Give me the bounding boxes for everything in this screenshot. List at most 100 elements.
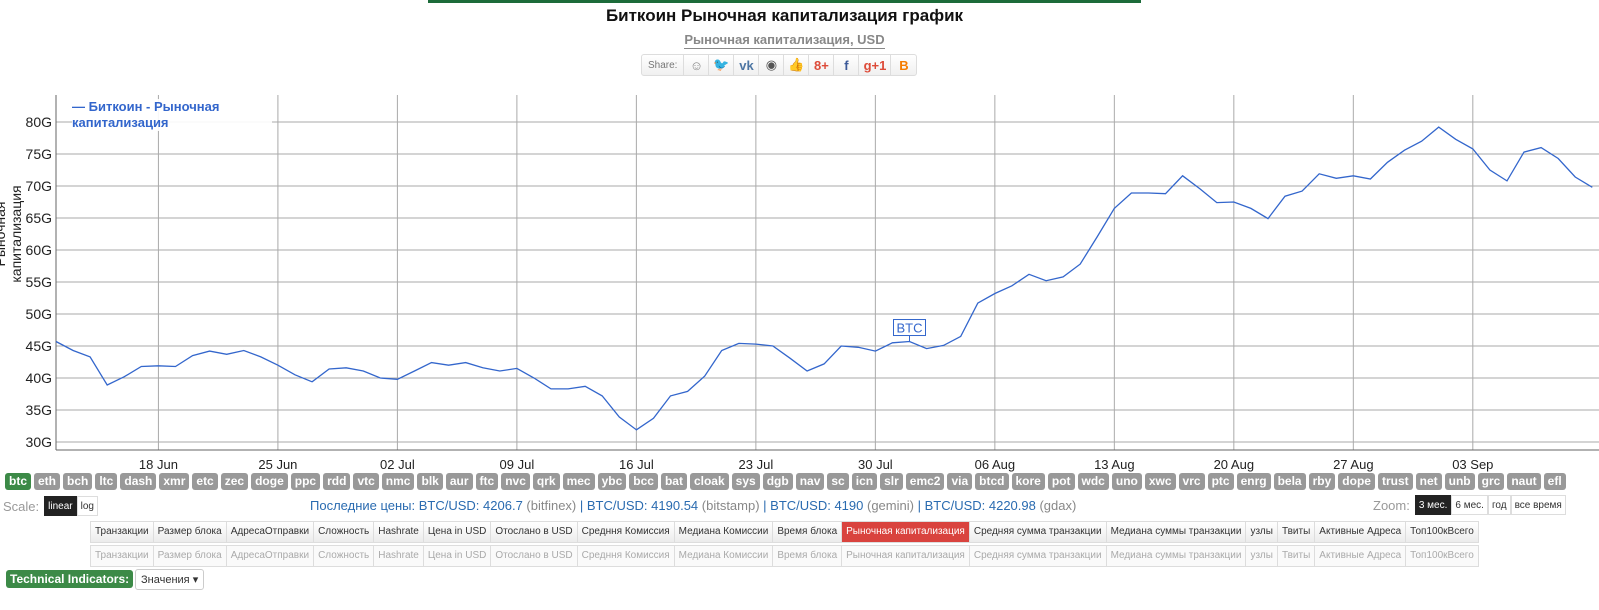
metric-tab[interactable]: Транзакции <box>91 546 154 566</box>
coin-uno[interactable]: uno <box>1111 473 1142 490</box>
series-line[interactable] <box>55 126 1593 431</box>
coin-bch[interactable]: bch <box>63 473 93 490</box>
metric-tab[interactable]: Сложность <box>314 546 375 566</box>
zoom-all-button[interactable]: все время <box>1510 495 1566 515</box>
coin-eth[interactable]: eth <box>34 473 60 490</box>
metric-tab[interactable]: Топ100кВсего <box>1406 522 1478 542</box>
scale-log-button[interactable]: log <box>76 496 98 516</box>
coin-btc[interactable]: btc <box>5 473 31 490</box>
coin-aur[interactable]: aur <box>445 473 473 490</box>
metric-tab[interactable]: Сложность <box>314 522 375 542</box>
metric-tab[interactable]: узлы <box>1246 546 1278 566</box>
metric-tab[interactable]: Отослано в USD <box>491 546 578 566</box>
coin-kore[interactable]: kore <box>1011 473 1045 490</box>
coin-vrc[interactable]: vrc <box>1178 473 1205 490</box>
coin-ptc[interactable]: ptc <box>1207 473 1234 490</box>
zoom-year-button[interactable]: год <box>1487 495 1511 515</box>
like-icon[interactable]: 👍 <box>784 55 810 75</box>
coin-doge[interactable]: doge <box>251 473 288 490</box>
metric-tab[interactable]: Средняя сумма транзакции <box>969 546 1107 566</box>
coin-nvc[interactable]: nvc <box>501 473 530 490</box>
vk-icon[interactable]: vk <box>734 55 760 75</box>
metric-tab[interactable]: Медиана Комиссии <box>674 522 774 542</box>
metric-tab[interactable]: Средняя сумма транзакции <box>969 522 1107 542</box>
coin-grc[interactable]: grc <box>1477 473 1505 490</box>
coin-mec[interactable]: mec <box>562 473 595 490</box>
coin-slr[interactable]: slr <box>880 473 903 490</box>
metric-tab[interactable]: Рыночная капитализация <box>842 522 970 542</box>
metric-tab[interactable]: Размер блока <box>153 522 227 542</box>
legend-item-bitcoin-market-cap[interactable]: — Биткоин - Рыночная капитализация <box>72 99 272 131</box>
metric-tab[interactable]: Средння Комиссия <box>577 546 675 566</box>
metric-tab[interactable]: Рыночная капитализация <box>842 546 970 566</box>
coin-unb[interactable]: unb <box>1444 473 1475 490</box>
reddit-icon[interactable]: ☺ <box>684 55 710 75</box>
metric-tab[interactable]: Время блока <box>773 546 843 566</box>
coin-zec[interactable]: zec <box>220 473 249 490</box>
coin-vtc[interactable]: vtc <box>353 473 379 490</box>
metric-tab[interactable]: Топ100кВсего <box>1406 546 1478 566</box>
coin-rdd[interactable]: rdd <box>323 473 351 490</box>
coin-wdc[interactable]: wdc <box>1077 473 1109 490</box>
metric-tab[interactable]: Цена in USD <box>423 522 492 542</box>
metric-tab[interactable]: Медиана суммы транзакции <box>1106 522 1247 542</box>
coin-ftc[interactable]: ftc <box>475 473 499 490</box>
coin-pot[interactable]: pot <box>1047 473 1075 490</box>
coin-net[interactable]: net <box>1415 473 1442 490</box>
coin-blk[interactable]: blk <box>417 473 443 490</box>
coin-dgb[interactable]: dgb <box>762 473 793 490</box>
blogger-icon[interactable]: B <box>899 57 909 73</box>
coin-nav[interactable]: nav <box>795 473 825 490</box>
coin-ybc[interactable]: ybc <box>597 473 627 490</box>
coin-dash[interactable]: dash <box>120 473 157 490</box>
metric-tab[interactable]: Отослано в USD <box>491 522 578 542</box>
coin-ltc[interactable]: ltc <box>95 473 118 490</box>
metric-tab[interactable]: Транзакции <box>91 522 154 542</box>
metric-tab[interactable]: Размер блока <box>153 546 227 566</box>
coin-bat[interactable]: bat <box>660 473 687 490</box>
coin-nmc[interactable]: nmc <box>381 473 415 490</box>
btc-flag[interactable] <box>893 319 926 337</box>
scale-linear-button[interactable]: linear <box>44 496 77 516</box>
weibo-icon[interactable]: ◉ <box>759 55 785 75</box>
coin-emc2[interactable]: emc2 <box>905 473 945 490</box>
coin-etc[interactable]: etc <box>192 473 218 490</box>
metric-tab[interactable]: Активные Адреса <box>1315 522 1407 542</box>
market-cap-line-chart[interactable]: 30G 35G 40G 45G 50G 55G 60G 65G 70G 75G 80G 18 Jun 2… <box>0 90 1599 475</box>
metric-tab[interactable]: АдресаОтправки <box>226 522 315 542</box>
coin-naut[interactable]: naut <box>1507 473 1541 490</box>
indicator-select[interactable]: Значения ▾ <box>135 569 205 590</box>
google-plus-icon[interactable]: 8+ <box>809 55 835 75</box>
coin-qrk[interactable]: qrk <box>532 473 560 490</box>
coin-xwc[interactable]: xwc <box>1144 473 1176 490</box>
chart-subtitle-link[interactable]: Рыночная капитализация, USD <box>684 32 885 49</box>
metric-tab[interactable]: узлы <box>1246 522 1278 542</box>
metric-tab[interactable]: Медиана суммы транзакции <box>1106 546 1247 566</box>
zoom-6m-button[interactable]: 6 мес. <box>1451 495 1488 515</box>
coin-enrg[interactable]: enrg <box>1236 473 1271 490</box>
metric-tab[interactable]: Hashrate <box>374 522 424 542</box>
google-plus-one-icon[interactable]: g+1 <box>859 55 892 75</box>
coin-xmr[interactable]: xmr <box>159 473 190 490</box>
coin-sc[interactable]: sc <box>827 473 849 490</box>
coin-trust[interactable]: trust <box>1377 473 1413 490</box>
coin-icn[interactable]: icn <box>851 473 878 490</box>
coin-sys[interactable]: sys <box>731 473 760 490</box>
coin-dope[interactable]: dope <box>1338 473 1375 490</box>
coin-ppc[interactable]: ppc <box>290 473 321 490</box>
metric-tab[interactable]: Твиты <box>1277 546 1316 566</box>
coin-via[interactable]: via <box>947 473 973 490</box>
facebook-icon[interactable]: f <box>834 55 860 75</box>
metric-tab[interactable]: Активные Адреса <box>1315 546 1407 566</box>
coin-efl[interactable]: efl <box>1543 473 1566 490</box>
metric-tab[interactable]: Hashrate <box>374 546 424 566</box>
coin-btcd[interactable]: btcd <box>975 473 1009 490</box>
coin-cloak[interactable]: cloak <box>689 473 729 490</box>
twitter-icon[interactable]: 🐦 <box>709 55 735 75</box>
metric-tab[interactable]: Средння Комиссия <box>577 522 675 542</box>
zoom-3m-button[interactable]: 3 мес. <box>1414 495 1452 515</box>
metric-tab[interactable]: Время блока <box>773 522 843 542</box>
metric-tab[interactable]: Твиты <box>1277 522 1316 542</box>
coin-rby[interactable]: rby <box>1308 473 1336 490</box>
coin-bcc[interactable]: bcc <box>629 473 658 490</box>
